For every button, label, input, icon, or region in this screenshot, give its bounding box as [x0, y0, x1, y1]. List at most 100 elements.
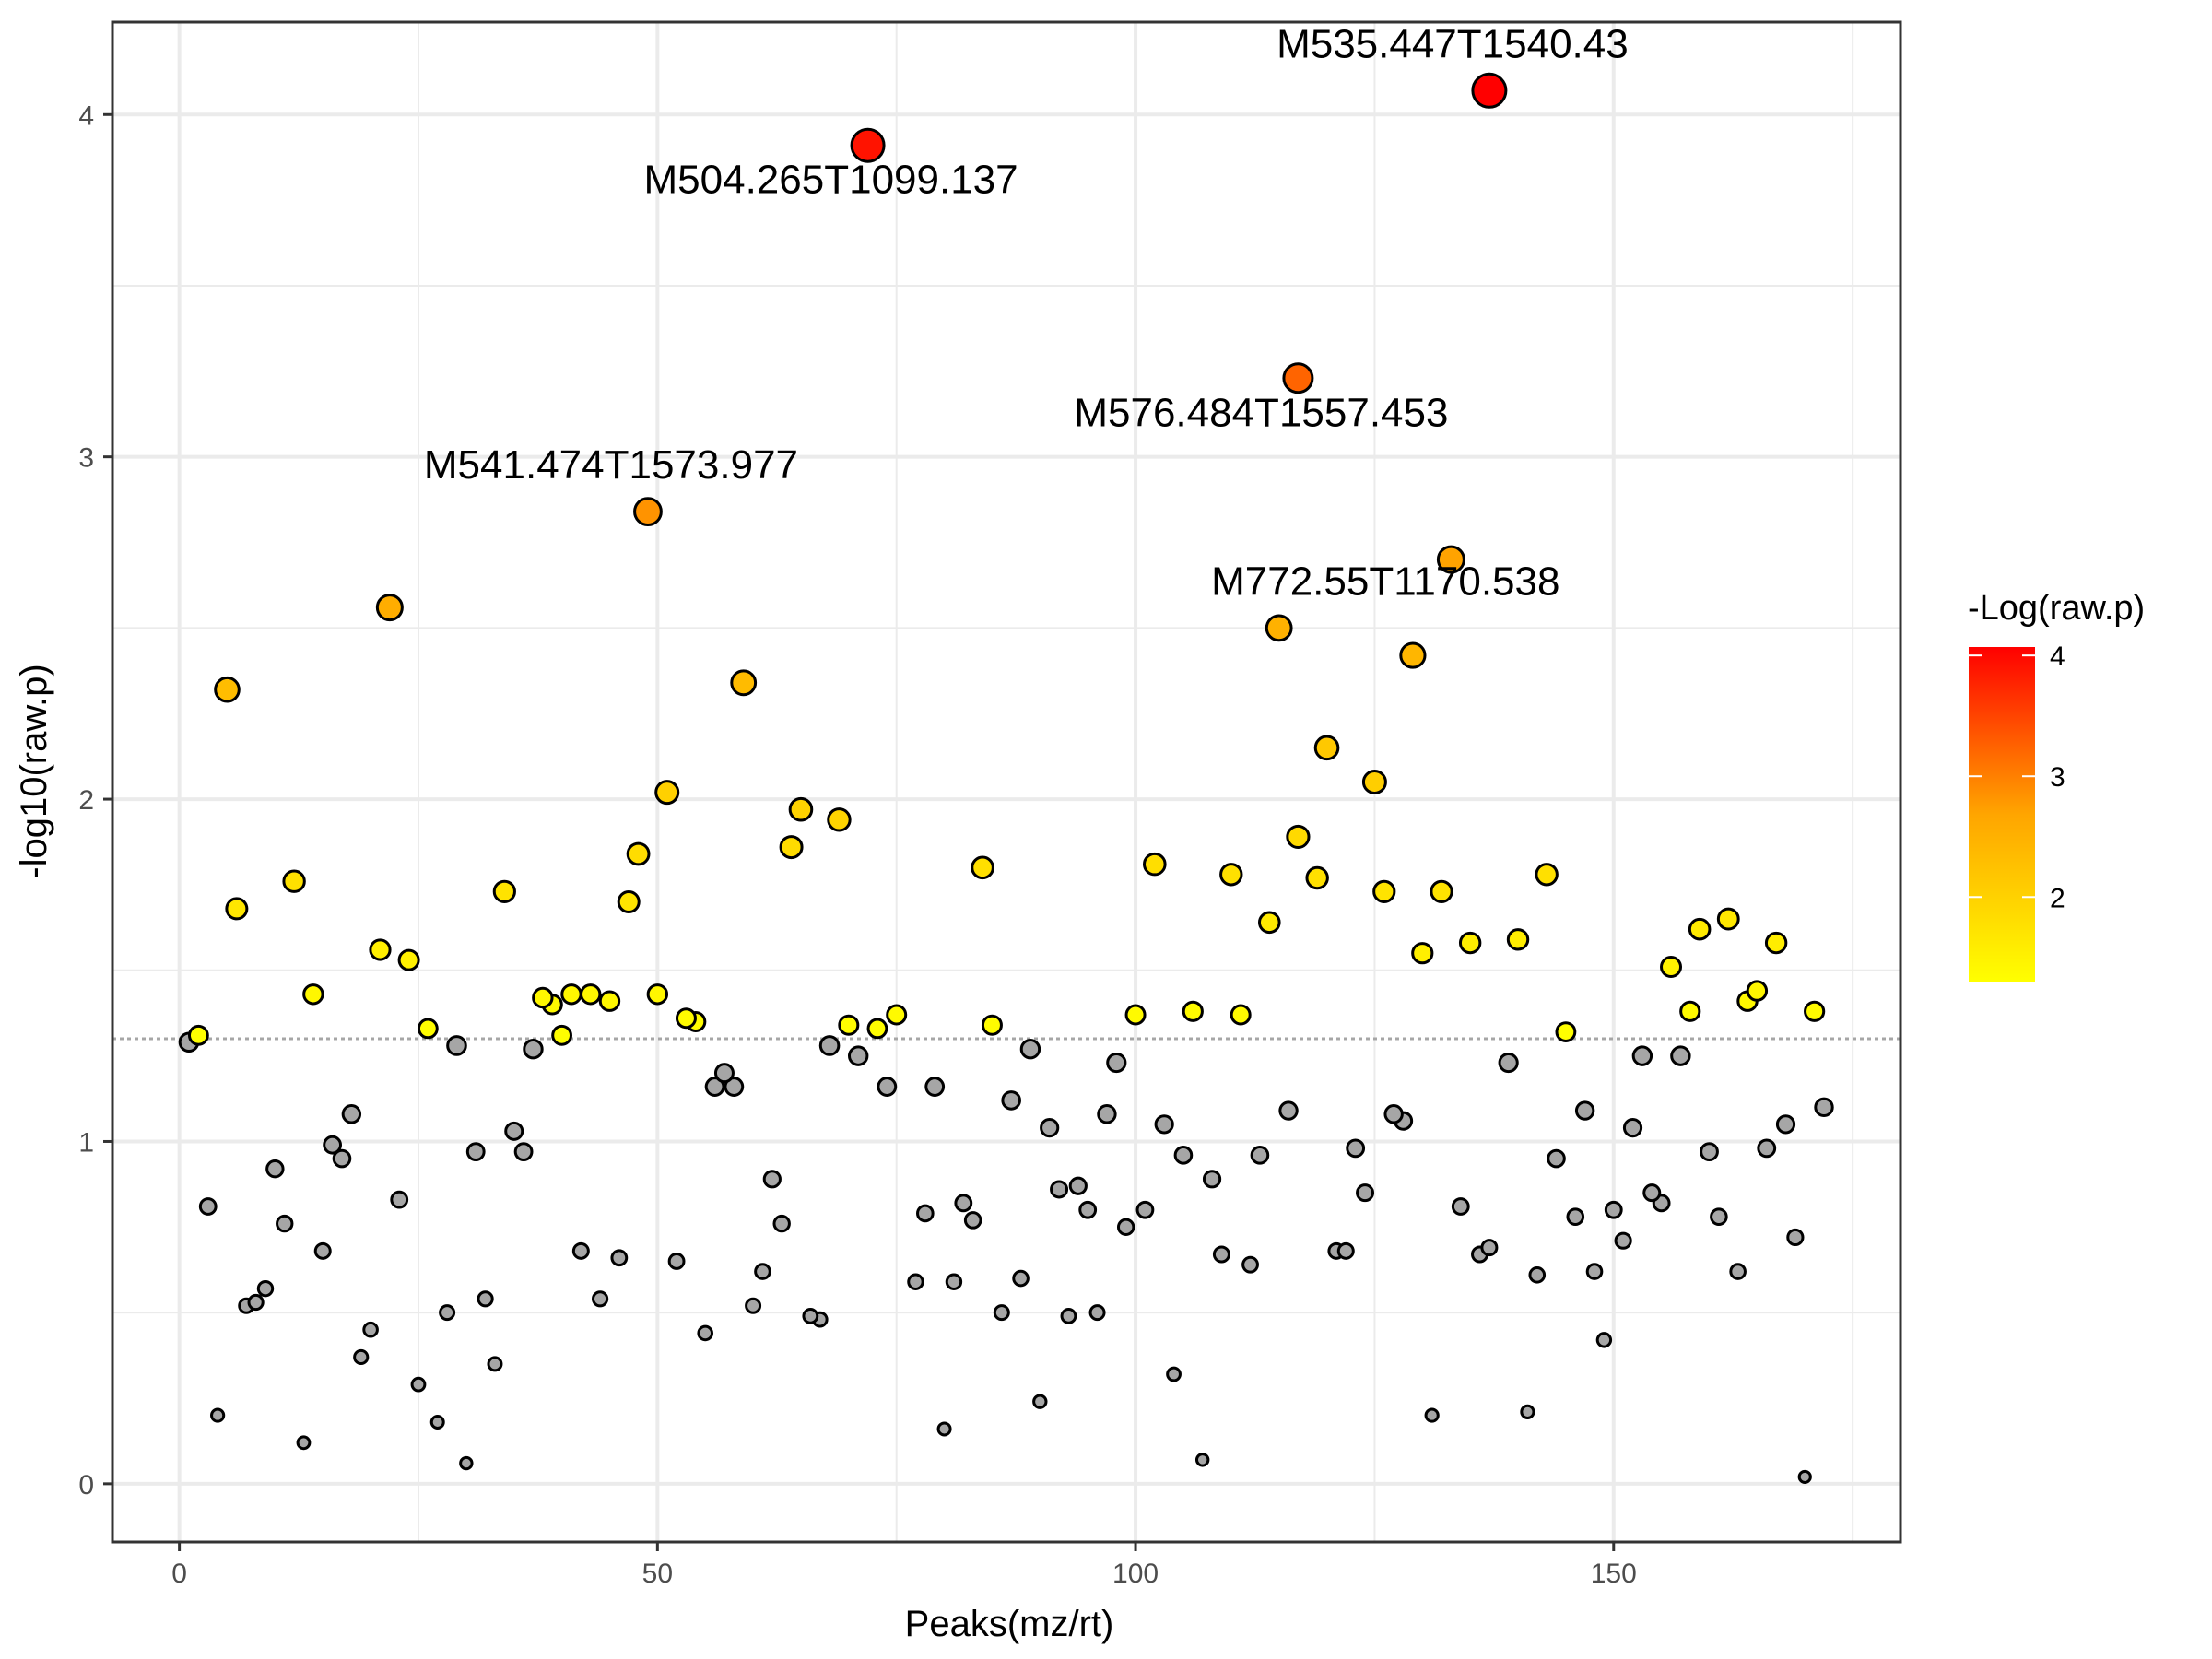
insignificant-point: [523, 1038, 544, 1060]
significant-point: [560, 983, 582, 1006]
significant-point: [1372, 879, 1396, 903]
annotations: M535.447T1540.43 M504.265T1099.137 M576.48…: [424, 21, 1629, 604]
insignificant-point: [459, 1455, 474, 1471]
insignificant-point: [1775, 1114, 1796, 1135]
significant-point: [302, 983, 324, 1006]
significant-point: [1746, 980, 1769, 1002]
insignificant-point: [1631, 1045, 1653, 1066]
x-tick-label: 0: [171, 1559, 187, 1589]
insignificant-point: [713, 1063, 735, 1084]
insignificant-point: [1135, 1200, 1155, 1219]
insignificant-point: [1278, 1100, 1299, 1121]
significant-point: [1660, 956, 1683, 979]
insignificant-point: [1050, 1180, 1069, 1199]
significant-point: [617, 889, 641, 913]
plot-panel-border: [111, 20, 1902, 1544]
insignificant-point: [924, 1077, 946, 1097]
insignificant-point: [1480, 1239, 1499, 1257]
significant-point: [1764, 931, 1788, 955]
legend-tick-label: 3: [2050, 762, 2065, 793]
legend-title: -Log(raw.p): [1968, 589, 2145, 628]
point-annotation: M535.447T1540.43: [1277, 21, 1629, 66]
insignificant-point: [1106, 1052, 1127, 1074]
significant-point: [187, 1024, 209, 1046]
significant-point: [1182, 1000, 1204, 1022]
insignificant-point: [802, 1307, 819, 1324]
significant-point: [1411, 942, 1434, 965]
insignificant-point: [1700, 1142, 1719, 1162]
x-tick-label: 50: [642, 1559, 673, 1589]
insignificant-point: [772, 1214, 791, 1233]
significant-point: [779, 835, 804, 860]
insignificant-point: [1383, 1104, 1404, 1124]
y-tick-label: 0: [78, 1470, 94, 1500]
insignificant-point: [1585, 1263, 1604, 1280]
insignificant-point: [1729, 1263, 1747, 1280]
significant-point: [598, 990, 621, 1012]
significant-point: [492, 879, 516, 903]
point-annotation: M772.55T1170.538: [1211, 559, 1559, 604]
insignificant-point: [1068, 1176, 1088, 1195]
insignificant-point: [256, 1279, 275, 1298]
legend-ticks: 2 3 4: [1969, 641, 2065, 913]
insignificant-point: [1012, 1269, 1030, 1288]
insignificant-point: [1336, 1241, 1355, 1260]
insignificant-point: [446, 1035, 467, 1056]
insignificant-point: [877, 1077, 898, 1097]
insignificant-point: [1424, 1407, 1440, 1423]
insignificant-point: [1166, 1366, 1182, 1382]
insignificant-point: [745, 1297, 762, 1314]
significant-point: [675, 1007, 697, 1030]
insignificant-point: [1032, 1394, 1048, 1409]
insignificant-point: [362, 1321, 379, 1338]
significant-point: [981, 1014, 1003, 1036]
significant-point: [1471, 72, 1508, 109]
insignificant-point: [1019, 1038, 1041, 1060]
insignificant-point: [1710, 1207, 1728, 1226]
insignificant-point: [907, 1273, 924, 1290]
insignificant-point: [945, 1273, 963, 1290]
point-annotation: M576.484T1557.453: [1074, 390, 1448, 435]
significant-point: [626, 841, 651, 866]
insignificant-point: [571, 1241, 590, 1260]
significant-point: [1219, 863, 1243, 887]
insignificant-point: [1451, 1197, 1470, 1216]
insignificant-point: [1757, 1138, 1777, 1159]
significant-point: [397, 948, 420, 971]
insignificant-point: [1547, 1148, 1566, 1169]
insignificant-point: [465, 1142, 486, 1162]
insignificant-point: [265, 1159, 285, 1179]
insignificant-point: [1088, 1304, 1106, 1322]
insignificant-point: [610, 1249, 629, 1267]
y-tick-label: 3: [78, 443, 94, 474]
significant-point: [1458, 931, 1482, 955]
insignificant-point: [410, 1376, 427, 1393]
insignificant-point: [210, 1407, 226, 1423]
significant-point: [1286, 824, 1311, 850]
insignificant-point: [954, 1194, 973, 1213]
significant-point: [214, 676, 241, 703]
insignificant-point: [1566, 1207, 1585, 1226]
legend-colorbar: [1969, 647, 2035, 982]
insignificant-point: [916, 1204, 935, 1223]
insignificant-point: [963, 1211, 982, 1230]
insignificant-point: [1604, 1200, 1623, 1219]
insignificant-point: [276, 1214, 294, 1233]
insignificant-point: [504, 1121, 524, 1141]
insignificant-point: [754, 1263, 771, 1280]
insignificant-point: [1194, 1453, 1210, 1467]
insignificant-point: [477, 1290, 494, 1308]
significant-point: [730, 669, 758, 697]
insignificant-point: [1097, 1104, 1117, 1124]
legend-tick-label: 2: [2050, 883, 2065, 913]
significant-point: [1716, 907, 1740, 931]
significant-point: [1265, 614, 1293, 642]
insignificant-point: [1241, 1255, 1259, 1274]
significant-point: [1688, 917, 1712, 941]
insignificant-point: [724, 1077, 745, 1097]
insignificant-point: [1614, 1231, 1632, 1250]
significant-point: [1430, 879, 1453, 903]
insignificant-point: [1173, 1146, 1194, 1165]
insignificant-point: [323, 1135, 343, 1155]
